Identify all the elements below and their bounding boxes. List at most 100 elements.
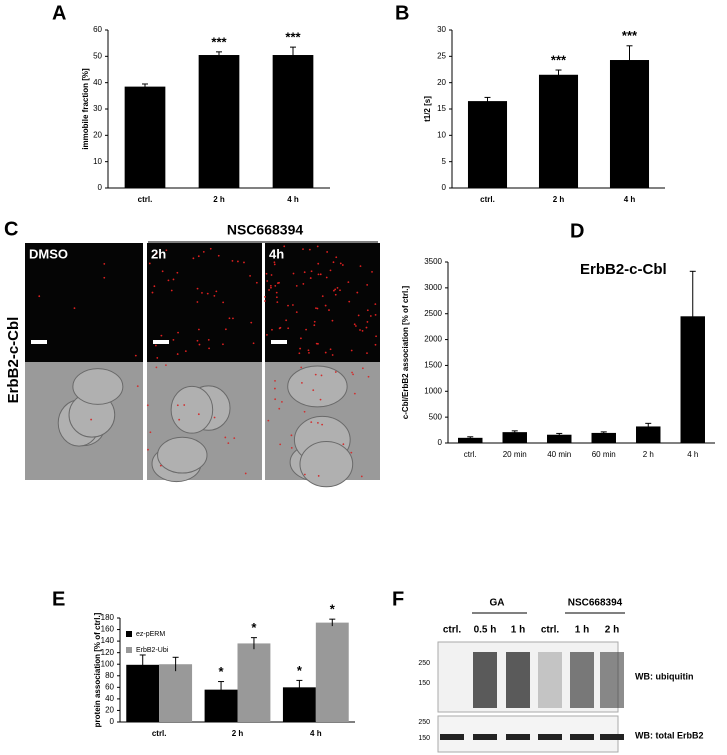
panel-label: A bbox=[52, 2, 66, 24]
erbb2-band bbox=[506, 734, 530, 740]
mw-marker: 150 bbox=[418, 680, 430, 687]
legend-swatch bbox=[126, 647, 132, 653]
treatment-label: NSC668394 bbox=[227, 222, 303, 238]
signal-dot bbox=[278, 407, 281, 410]
legend-swatch bbox=[126, 631, 132, 637]
ubiquitin-smear bbox=[600, 652, 624, 708]
signal-dot bbox=[207, 338, 210, 341]
signal-dot bbox=[244, 472, 247, 475]
x-tick-label: 20 min bbox=[503, 450, 527, 459]
mw-marker: 250 bbox=[418, 719, 430, 726]
signal-dot bbox=[252, 342, 255, 345]
signal-dot bbox=[335, 256, 338, 259]
signal-dot bbox=[233, 437, 236, 440]
signal-dot bbox=[165, 364, 167, 367]
signal-dot bbox=[196, 287, 199, 290]
x-tick-label: ctrl. bbox=[152, 729, 167, 738]
cell bbox=[287, 365, 348, 408]
signal-dot bbox=[156, 357, 159, 359]
signal-dot bbox=[334, 293, 337, 296]
signal-dot bbox=[309, 277, 312, 279]
signal-dot bbox=[351, 371, 353, 374]
signal-dot bbox=[249, 274, 251, 277]
x-tick-label: 4 h bbox=[624, 195, 636, 204]
signal-dot bbox=[307, 349, 310, 352]
signal-dot bbox=[274, 398, 277, 401]
signal-dot bbox=[333, 289, 335, 292]
signal-dot bbox=[347, 281, 350, 284]
signal-dot bbox=[44, 250, 47, 253]
signal-dot bbox=[217, 254, 220, 257]
signal-dot bbox=[350, 349, 353, 352]
signal-dot bbox=[359, 265, 362, 268]
image-label: 2h bbox=[151, 246, 166, 261]
bar bbox=[547, 434, 572, 443]
signal-dot bbox=[324, 304, 327, 307]
signal-dot bbox=[267, 419, 270, 422]
signal-dot bbox=[201, 291, 203, 294]
signal-dot bbox=[243, 261, 245, 264]
signal-dot bbox=[231, 259, 234, 262]
signal-dot bbox=[264, 296, 266, 298]
signal-dot bbox=[375, 335, 377, 338]
signal-dot bbox=[354, 325, 357, 327]
y-tick-label: 2500 bbox=[424, 309, 442, 318]
y-tick-label: 1500 bbox=[424, 361, 442, 370]
chart-title: ErbB2-c-Cbl bbox=[580, 261, 667, 278]
signal-dot bbox=[196, 339, 199, 342]
signal-dot bbox=[374, 303, 377, 306]
bar bbox=[636, 426, 661, 443]
bar bbox=[502, 432, 527, 443]
cell bbox=[299, 441, 354, 488]
signal-dot bbox=[298, 352, 301, 355]
signal-dot bbox=[329, 269, 332, 272]
signal-dot bbox=[73, 307, 76, 310]
signal-dot bbox=[161, 270, 164, 273]
y-tick-label: 60 bbox=[93, 25, 102, 34]
signal-dot bbox=[264, 300, 266, 302]
signal-dot bbox=[314, 373, 317, 376]
bar bbox=[591, 432, 616, 443]
signal-dot bbox=[310, 421, 313, 424]
signal-dot bbox=[374, 343, 377, 346]
y-tick-label: 20 bbox=[437, 78, 446, 87]
signal-dot bbox=[317, 273, 320, 276]
signal-dot bbox=[160, 334, 163, 337]
erbb2-band bbox=[473, 734, 497, 740]
signal-dot bbox=[366, 321, 369, 323]
bar bbox=[272, 55, 314, 189]
signal-dot bbox=[228, 317, 231, 320]
signal-dot bbox=[287, 327, 290, 330]
y-tick-label: 40 bbox=[93, 78, 102, 87]
bar bbox=[458, 437, 483, 443]
signal-dot bbox=[300, 366, 303, 369]
erbb2-band bbox=[570, 734, 594, 740]
signal-dot bbox=[302, 283, 305, 285]
signal-dot bbox=[274, 387, 276, 390]
signal-dot bbox=[176, 353, 179, 355]
y-tick-label: 500 bbox=[429, 412, 443, 421]
signal-dot bbox=[265, 272, 268, 275]
image-ylabel: ErbB2-c-Cbl bbox=[5, 317, 22, 404]
scale-bar bbox=[31, 340, 47, 344]
signal-dot bbox=[332, 261, 335, 264]
signal-dot bbox=[148, 262, 151, 265]
signal-dot bbox=[154, 344, 157, 347]
signal-dot bbox=[357, 314, 360, 317]
signal-dot bbox=[147, 448, 149, 451]
signal-dot bbox=[227, 442, 230, 445]
signal-dot bbox=[149, 431, 152, 434]
signal-dot bbox=[274, 284, 277, 287]
bar bbox=[159, 664, 193, 722]
annotation: * bbox=[330, 602, 336, 617]
signal-dot bbox=[151, 291, 154, 294]
signal-dot bbox=[339, 262, 342, 265]
signal-dot bbox=[356, 291, 359, 294]
signal-dot bbox=[301, 381, 303, 384]
signal-dot bbox=[268, 289, 270, 291]
signal-dot bbox=[198, 343, 201, 346]
signal-dot bbox=[279, 443, 282, 446]
legend-label: ez-pERM bbox=[136, 631, 165, 638]
signal-dot bbox=[213, 294, 216, 297]
signal-dot bbox=[287, 304, 289, 307]
